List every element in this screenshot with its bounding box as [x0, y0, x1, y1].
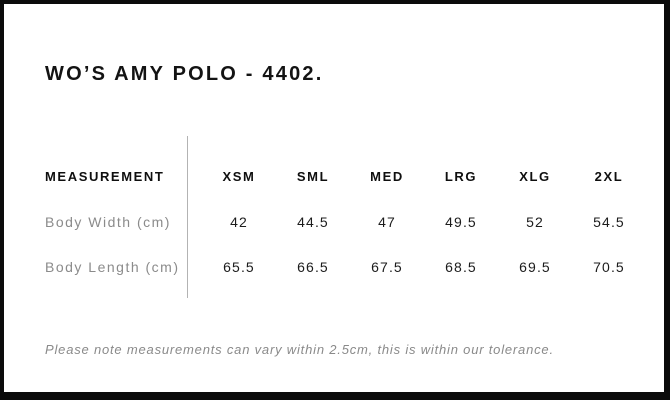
body-length-value-lrg: 68.5	[445, 258, 477, 275]
body-length-value-2xl: 70.5	[593, 258, 625, 275]
body-width-value-sml: 44.5	[297, 213, 329, 230]
body-width-value-xlg: 52	[526, 213, 544, 230]
column-divider-line	[187, 136, 188, 298]
body-width-value-xsm: 42	[230, 213, 248, 230]
size-header-xlg: XLG	[519, 169, 551, 184]
size-header-2xl: 2XL	[594, 169, 624, 184]
size-header-xsm: XSM	[222, 169, 256, 184]
size-header-med: MED	[370, 169, 404, 184]
tolerance-note: Please note measurements can vary within…	[45, 342, 554, 357]
body-width-value-med: 47	[378, 213, 396, 230]
body-length-value-xlg: 69.5	[519, 258, 551, 275]
size-chart-table: MEASUREMENT XSM SML MED LRG XLG 2XL Body…	[45, 154, 646, 289]
row-label-body-width: Body Width (cm)	[45, 213, 171, 230]
size-header-sml: SML	[296, 169, 330, 184]
body-width-value-2xl: 54.5	[593, 213, 625, 230]
body-length-value-med: 67.5	[371, 258, 403, 275]
body-length-value-sml: 66.5	[297, 258, 329, 275]
size-header-lrg: LRG	[444, 169, 478, 184]
body-length-value-xsm: 65.5	[223, 258, 255, 275]
row-label-body-length: Body Length (cm)	[45, 258, 180, 275]
measurement-column-header: MEASUREMENT	[45, 169, 165, 184]
body-width-value-lrg: 49.5	[445, 213, 477, 230]
page-title: WO’S AMY POLO - 4402.	[45, 63, 324, 86]
